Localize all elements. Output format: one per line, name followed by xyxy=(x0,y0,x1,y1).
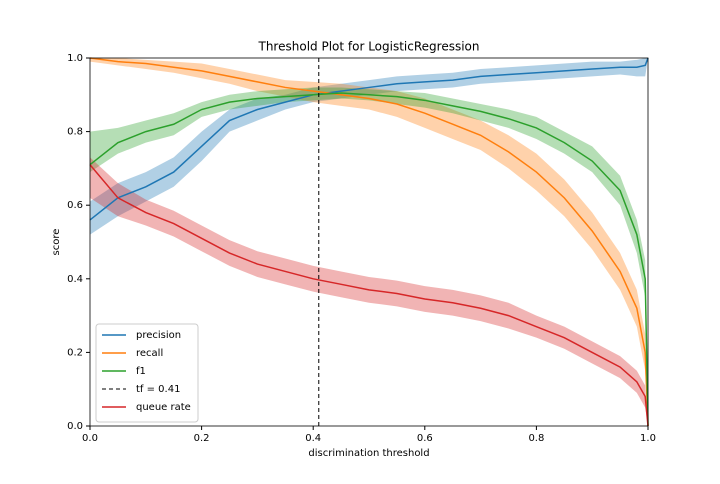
confidence-band xyxy=(90,58,648,426)
legend-box xyxy=(95,323,199,423)
line xyxy=(89,57,649,221)
x-tick-label: 0.2 xyxy=(194,433,210,444)
y-axis-label: score xyxy=(51,229,62,256)
legend-label: precision xyxy=(136,330,181,341)
y-tick-label: 0.6 xyxy=(67,200,83,211)
line xyxy=(89,164,649,427)
chart-title: Threshold Plot for LogisticRegression xyxy=(258,40,480,54)
y-tick-label: 0.4 xyxy=(67,274,83,285)
line xyxy=(89,57,649,427)
y-tick-label: 0.2 xyxy=(67,347,83,358)
confidence-band xyxy=(90,87,648,426)
y-tick-label: 0.0 xyxy=(67,421,83,432)
x-tick-label: 0.6 xyxy=(417,433,433,444)
x-tick-label: 0.0 xyxy=(82,433,98,444)
y-tick-label: 1.0 xyxy=(67,53,83,64)
legend-label: f1 xyxy=(136,366,146,377)
confidence-band xyxy=(90,157,648,427)
x-tick-label: 0.4 xyxy=(305,433,321,444)
legend-label: tf = 0.41 xyxy=(136,384,180,395)
x-axis-label: discrimination threshold xyxy=(308,448,429,459)
y-tick-label: 0.8 xyxy=(67,127,83,138)
x-tick-label: 0.8 xyxy=(528,433,544,444)
legend-label: recall xyxy=(136,348,163,359)
plot-frame xyxy=(89,57,649,427)
line xyxy=(89,92,649,427)
legend-label: queue rate xyxy=(136,402,191,413)
x-tick-label: 1.0 xyxy=(640,433,656,444)
